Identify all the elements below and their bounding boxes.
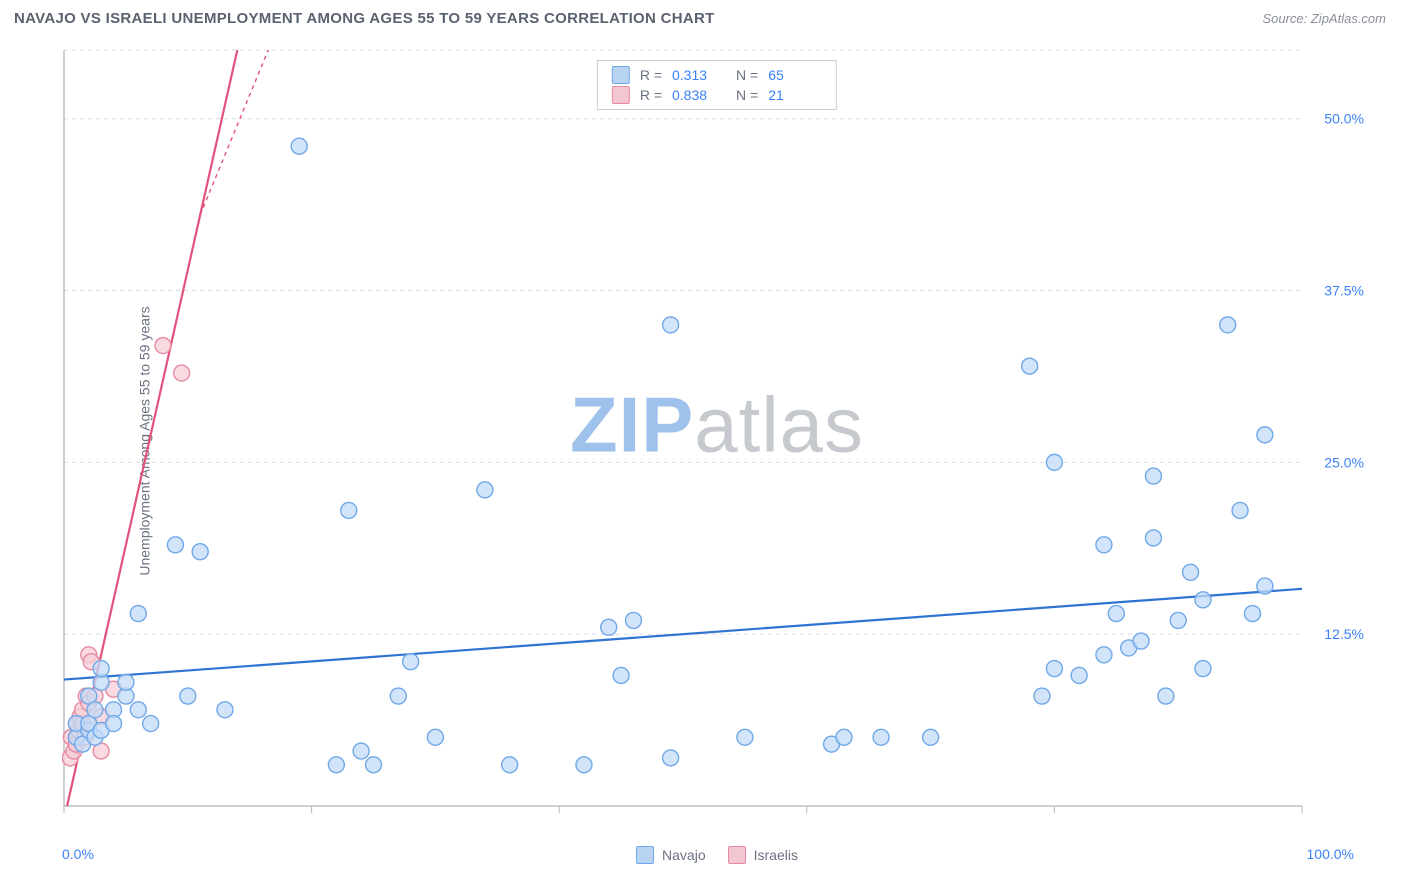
stats-row-navajo: R = 0.313 N = 65 — [598, 65, 836, 85]
source-attribution: Source: ZipAtlas.com — [1262, 11, 1386, 26]
n-label: N = — [736, 67, 758, 83]
x-min-label: 0.0% — [62, 846, 94, 862]
plot-svg: 12.5% 25.0% 37.5% 50.0% — [62, 46, 1372, 836]
n-label: N = — [736, 87, 758, 103]
r-label: R = — [640, 87, 662, 103]
r-value-navajo: 0.313 — [672, 67, 726, 83]
x-max-label: 100.0% — [1307, 846, 1354, 862]
chart-title: NAVAJO VS ISRAELI UNEMPLOYMENT AMONG AGE… — [14, 10, 715, 27]
svg-text:25.0%: 25.0% — [1324, 454, 1364, 470]
svg-text:12.5%: 12.5% — [1324, 626, 1364, 642]
swatch-israelis — [612, 86, 630, 104]
legend-label-navajo: Navajo — [662, 847, 706, 863]
legend-item-navajo: Navajo — [636, 846, 706, 864]
source-prefix: Source: — [1262, 11, 1310, 26]
scatter-plot: 12.5%25.0%37.5%50.0% ZIPatlas R = 0.313 … — [62, 46, 1372, 836]
stats-row-israelis: R = 0.838 N = 21 — [598, 85, 836, 105]
n-value-israelis: 21 — [768, 87, 822, 103]
svg-text:50.0%: 50.0% — [1324, 111, 1364, 127]
legend-label-israelis: Israelis — [754, 847, 798, 863]
svg-text:37.5%: 37.5% — [1324, 283, 1364, 299]
chart-container: Unemployment Among Ages 55 to 59 years 1… — [14, 46, 1392, 836]
r-label: R = — [640, 67, 662, 83]
legend-swatch-navajo — [636, 846, 654, 864]
source-name: ZipAtlas.com — [1311, 11, 1386, 26]
correlation-stats-legend: R = 0.313 N = 65 R = 0.838 N = 21 — [597, 60, 837, 110]
legend-swatch-israelis — [728, 846, 746, 864]
n-value-navajo: 65 — [768, 67, 822, 83]
swatch-navajo — [612, 66, 630, 84]
series-legend: Navajo Israelis — [636, 846, 798, 864]
x-axis-footer: 0.0% Navajo Israelis 100.0% — [62, 846, 1372, 886]
legend-item-israelis: Israelis — [728, 846, 798, 864]
r-value-israelis: 0.838 — [672, 87, 726, 103]
